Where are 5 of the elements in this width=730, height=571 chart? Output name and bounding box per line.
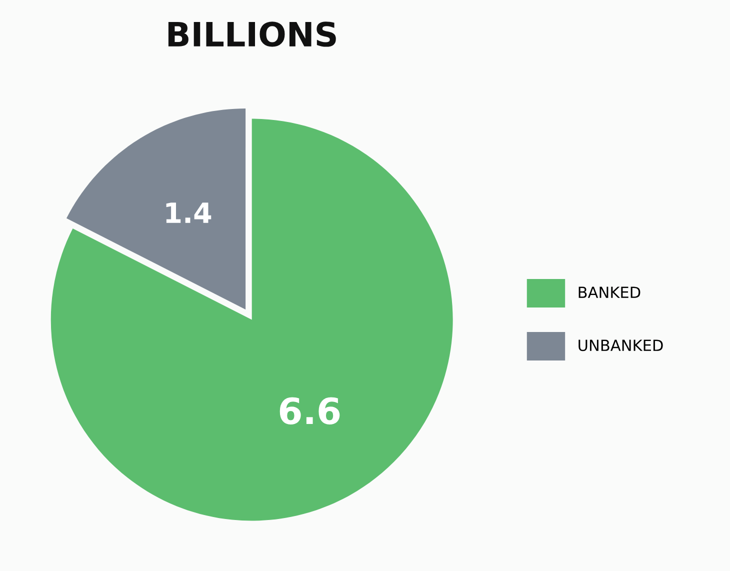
legend-label: UNBANKED: [578, 340, 663, 352]
data-label: 1.4: [166, 202, 212, 223]
chart-title: BILLIONS: [168, 22, 336, 47]
data-label: 6.6: [280, 397, 340, 424]
legend-label: BANKED: [578, 286, 640, 298]
